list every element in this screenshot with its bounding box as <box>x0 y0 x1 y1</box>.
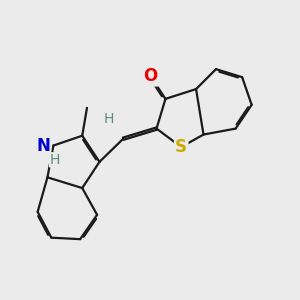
Text: H: H <box>104 112 114 126</box>
Text: H: H <box>50 153 60 167</box>
Text: N: N <box>37 136 50 154</box>
Text: S: S <box>175 138 187 156</box>
Text: O: O <box>143 67 158 85</box>
